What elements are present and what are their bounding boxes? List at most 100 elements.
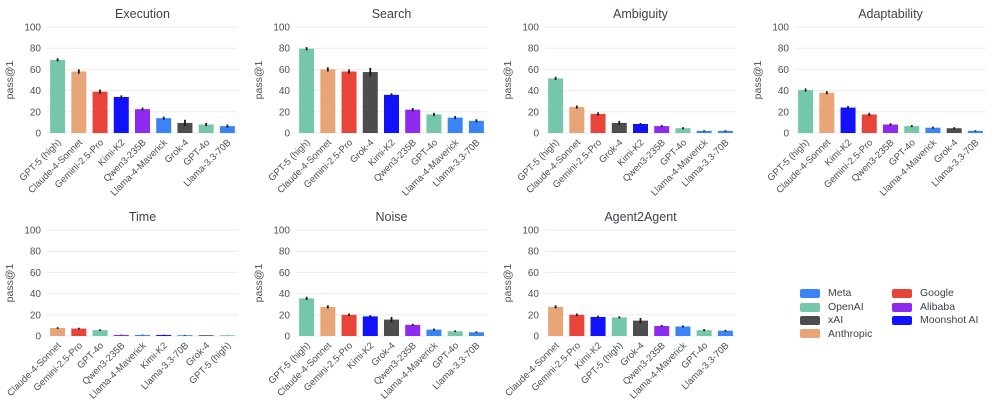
y-tick-label: 0: [783, 129, 789, 140]
bar: [92, 330, 108, 336]
bar: [861, 114, 877, 133]
bar: [967, 130, 983, 133]
y-tick-label: 80: [528, 44, 540, 55]
legend-swatch-anthropic: [800, 329, 820, 339]
bar: [156, 118, 172, 133]
y-axis-label: pass@1: [253, 264, 265, 303]
bar: [219, 126, 235, 133]
legend-label-moonshot-ai: Moonshot AI: [920, 314, 979, 327]
bar: [405, 109, 421, 133]
legend-swatch-moonshot-ai: [892, 315, 912, 325]
bar: [198, 124, 214, 133]
y-tick-label: 60: [30, 268, 42, 279]
y-tick-label: 80: [528, 247, 540, 258]
legend-item-anthropic: Anthropic: [800, 327, 892, 340]
bar: [384, 319, 399, 336]
y-tick-label: 100: [24, 23, 41, 34]
chart-noise: 0 20 40 60 80 100 pass@1 Noise GPT-5 (high) Claud…: [249, 203, 498, 406]
y-tick-label: 60: [528, 65, 540, 76]
bar: [426, 329, 442, 336]
y-tick-label: 40: [528, 86, 540, 97]
bar: [341, 71, 357, 133]
legend-label-alibaba: Alibaba: [920, 300, 956, 313]
org-legend: Meta OpenAI xAI Anthropic Google Al: [800, 287, 978, 341]
chart-adaptability: 0 20 40 60 80 100 pass@1 Adaptability GPT-5 (hig…: [748, 0, 997, 203]
y-tick-label: 40: [279, 289, 291, 300]
y-tick-label: 60: [279, 65, 291, 76]
bar: [92, 91, 108, 133]
y-tick-label: 100: [273, 23, 290, 34]
bar: [468, 120, 484, 133]
y-tick-label: 20: [528, 310, 540, 321]
bar: [135, 109, 150, 133]
bar: [654, 126, 670, 133]
bar: [71, 328, 87, 336]
y-tick-label: 20: [778, 107, 790, 118]
y-tick-label: 80: [279, 44, 291, 55]
bar: [198, 335, 214, 336]
y-tick-label: 100: [273, 226, 290, 237]
bar: [696, 330, 712, 336]
bar: [569, 107, 585, 133]
chart-title: Ambiguity: [613, 7, 669, 21]
bar: [135, 334, 150, 336]
bar: [633, 123, 648, 133]
legend-column-2: Google Alibaba Moonshot AI: [892, 287, 978, 341]
bar: [362, 72, 378, 133]
bar: [590, 316, 606, 336]
y-tick-label: 20: [279, 310, 291, 321]
y-tick-label: 0: [533, 129, 539, 140]
bar: [320, 69, 336, 133]
bar: [426, 114, 442, 133]
legend-item-moonshot-ai: Moonshot AI: [892, 314, 978, 327]
bar: [299, 48, 315, 134]
y-tick-label: 80: [30, 44, 42, 55]
bar: [819, 92, 835, 133]
bar: [717, 130, 733, 133]
chart-title: Adaptability: [858, 7, 923, 21]
bar: [320, 306, 336, 336]
y-tick-label: 0: [284, 129, 290, 140]
y-tick-label: 20: [279, 107, 291, 118]
legend-label-openai: OpenAI: [828, 300, 864, 313]
bar: [177, 335, 193, 336]
bar: [299, 298, 315, 336]
chart-search: 0 20 40 60 80 100 pass@1 Search GPT-5 (high) Clau…: [249, 0, 498, 203]
bar: [384, 94, 399, 133]
bar: [468, 332, 484, 336]
y-tick-label: 40: [778, 86, 790, 97]
bar: [675, 326, 691, 336]
y-tick-label: 40: [279, 86, 291, 97]
legend-swatch-alibaba: [892, 302, 912, 312]
legend-label-google: Google: [920, 287, 954, 300]
bar: [569, 314, 585, 336]
bar: [717, 330, 733, 336]
legend-label-xai: xAI: [828, 314, 844, 327]
y-tick-label: 80: [279, 247, 291, 258]
y-tick-label: 0: [35, 129, 41, 140]
y-axis-label: pass@1: [4, 61, 16, 100]
legend-label-anthropic: Anthropic: [828, 327, 873, 340]
y-tick-label: 20: [30, 107, 42, 118]
legend-item-google: Google: [892, 287, 978, 300]
chart-title: Execution: [115, 7, 170, 21]
y-tick-label: 60: [528, 268, 540, 279]
chart-title: Time: [129, 210, 156, 224]
bar: [447, 117, 463, 133]
y-tick-label: 60: [279, 268, 291, 279]
bar: [946, 128, 962, 133]
y-tick-label: 100: [24, 226, 41, 237]
y-tick-label: 40: [30, 289, 42, 300]
y-tick-label: 60: [30, 65, 42, 76]
legend-swatch-xai: [800, 315, 820, 325]
y-tick-label: 60: [778, 65, 790, 76]
bar: [696, 130, 712, 133]
chart-title: Noise: [376, 210, 408, 224]
legend-swatch-meta: [800, 289, 820, 299]
bar: [113, 96, 129, 133]
